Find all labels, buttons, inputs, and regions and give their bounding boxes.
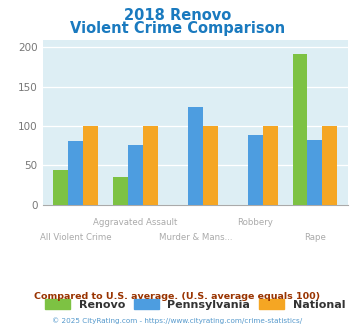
Text: © 2025 CityRating.com - https://www.cityrating.com/crime-statistics/: © 2025 CityRating.com - https://www.city…	[53, 317, 302, 324]
Bar	[322, 126, 337, 205]
Bar	[248, 135, 263, 205]
Bar	[143, 126, 158, 205]
Bar	[68, 141, 83, 205]
Text: All Violent Crime: All Violent Crime	[40, 233, 111, 242]
Bar	[53, 170, 68, 205]
Bar	[128, 145, 143, 205]
Text: Murder & Mans...: Murder & Mans...	[158, 233, 232, 242]
Text: 2018 Renovo: 2018 Renovo	[124, 8, 231, 23]
Bar	[83, 126, 98, 205]
Bar	[188, 107, 203, 205]
Text: Robbery: Robbery	[237, 218, 273, 227]
Text: Aggravated Assault: Aggravated Assault	[93, 218, 178, 227]
Bar	[263, 126, 278, 205]
Bar	[307, 140, 322, 205]
Text: Rape: Rape	[304, 233, 326, 242]
Text: Violent Crime Comparison: Violent Crime Comparison	[70, 21, 285, 36]
Bar	[113, 177, 128, 205]
Bar	[293, 54, 307, 205]
Bar	[203, 126, 218, 205]
Text: Compared to U.S. average. (U.S. average equals 100): Compared to U.S. average. (U.S. average …	[34, 292, 321, 301]
Legend: Renovo, Pennsylvania, National: Renovo, Pennsylvania, National	[42, 296, 348, 314]
